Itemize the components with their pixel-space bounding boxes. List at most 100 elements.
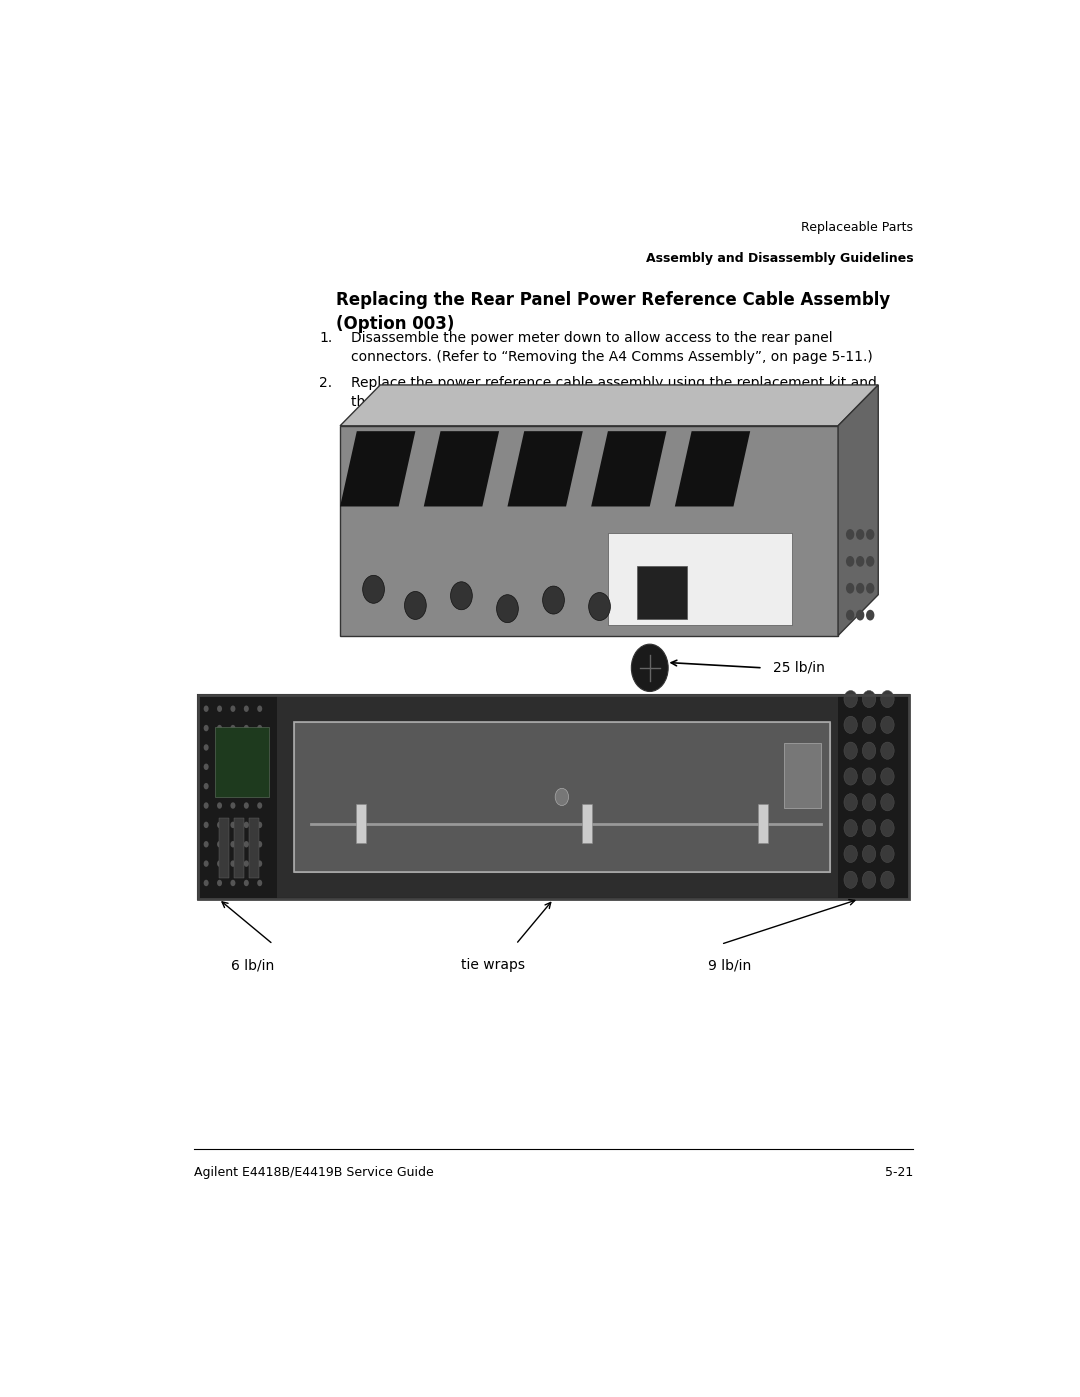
Circle shape (217, 782, 222, 789)
Circle shape (257, 821, 262, 828)
Circle shape (862, 768, 876, 785)
Bar (637, 566, 687, 619)
Circle shape (244, 821, 248, 828)
Circle shape (230, 841, 235, 848)
Text: Replacing the Rear Panel Power Reference Cable Assembly
(Option 003): Replacing the Rear Panel Power Reference… (336, 292, 890, 332)
Bar (198, 694, 909, 900)
Circle shape (204, 764, 208, 770)
Circle shape (862, 845, 876, 862)
Circle shape (843, 690, 858, 708)
Circle shape (866, 583, 875, 594)
Bar (218, 819, 229, 877)
Text: Replaceable Parts: Replaceable Parts (801, 221, 914, 235)
Circle shape (217, 705, 222, 712)
Circle shape (881, 845, 894, 862)
Circle shape (846, 529, 854, 539)
Circle shape (244, 880, 248, 886)
Circle shape (846, 583, 854, 594)
Circle shape (257, 841, 262, 848)
Bar (356, 805, 366, 844)
Bar (248, 819, 259, 877)
Circle shape (881, 717, 894, 733)
Circle shape (244, 764, 248, 770)
Circle shape (862, 742, 876, 760)
Circle shape (217, 802, 222, 809)
Circle shape (257, 802, 262, 809)
Text: Assembly and Disassembly Guidelines: Assembly and Disassembly Guidelines (646, 251, 914, 264)
Circle shape (555, 788, 568, 806)
Circle shape (204, 861, 208, 866)
Circle shape (244, 861, 248, 866)
Circle shape (881, 793, 894, 810)
Circle shape (204, 745, 208, 750)
Polygon shape (838, 386, 878, 636)
Bar (758, 805, 768, 844)
Circle shape (257, 764, 262, 770)
Circle shape (862, 872, 876, 888)
Bar (233, 819, 244, 877)
Circle shape (632, 644, 669, 692)
Text: 2.: 2. (320, 376, 333, 390)
Circle shape (204, 802, 208, 809)
Circle shape (230, 705, 235, 712)
Polygon shape (675, 432, 751, 507)
Text: 9 lb/in: 9 lb/in (708, 958, 752, 972)
Circle shape (244, 745, 248, 750)
Bar (340, 426, 838, 636)
Circle shape (862, 690, 876, 708)
Circle shape (230, 821, 235, 828)
Circle shape (230, 782, 235, 789)
Circle shape (363, 576, 384, 604)
Text: Disassemble the power meter down to allow access to the rear panel
connectors. (: Disassemble the power meter down to allo… (351, 331, 873, 363)
Bar (198, 694, 909, 900)
Circle shape (881, 872, 894, 888)
Circle shape (244, 705, 248, 712)
Circle shape (204, 705, 208, 712)
Circle shape (257, 861, 262, 866)
Circle shape (204, 821, 208, 828)
Circle shape (257, 705, 262, 712)
Circle shape (862, 820, 876, 837)
Circle shape (257, 782, 262, 789)
Text: 1.: 1. (320, 331, 333, 345)
Bar (838, 694, 909, 900)
Text: 5-21: 5-21 (886, 1166, 914, 1179)
Circle shape (881, 742, 894, 760)
Bar (215, 726, 269, 796)
Circle shape (843, 872, 858, 888)
Circle shape (589, 592, 610, 620)
Circle shape (881, 690, 894, 708)
Circle shape (862, 793, 876, 810)
Circle shape (542, 587, 565, 615)
Bar (608, 534, 792, 624)
Circle shape (866, 529, 875, 539)
Circle shape (843, 742, 858, 760)
Circle shape (257, 880, 262, 886)
Circle shape (217, 861, 222, 866)
Circle shape (846, 556, 854, 567)
Circle shape (497, 595, 518, 623)
Circle shape (204, 880, 208, 886)
Circle shape (862, 717, 876, 733)
Polygon shape (340, 432, 416, 507)
Circle shape (257, 725, 262, 731)
Circle shape (856, 609, 864, 620)
Text: 25 lb/in: 25 lb/in (773, 661, 825, 675)
Polygon shape (423, 432, 499, 507)
Circle shape (843, 845, 858, 862)
Circle shape (217, 841, 222, 848)
Circle shape (866, 609, 875, 620)
Circle shape (856, 529, 864, 539)
Circle shape (244, 841, 248, 848)
Bar (784, 743, 822, 807)
Text: tie wraps: tie wraps (461, 958, 526, 972)
Circle shape (230, 880, 235, 886)
Circle shape (230, 861, 235, 866)
Circle shape (257, 745, 262, 750)
Circle shape (244, 782, 248, 789)
Circle shape (204, 841, 208, 848)
Circle shape (881, 820, 894, 837)
Circle shape (230, 764, 235, 770)
Bar (294, 722, 829, 872)
Circle shape (843, 820, 858, 837)
